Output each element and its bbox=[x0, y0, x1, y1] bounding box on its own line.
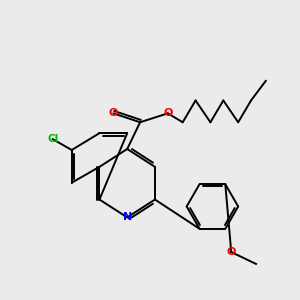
Text: O: O bbox=[109, 108, 118, 118]
Text: O: O bbox=[163, 108, 172, 118]
Text: Cl: Cl bbox=[47, 134, 58, 144]
Text: N: N bbox=[123, 212, 132, 222]
Text: O: O bbox=[226, 247, 236, 257]
